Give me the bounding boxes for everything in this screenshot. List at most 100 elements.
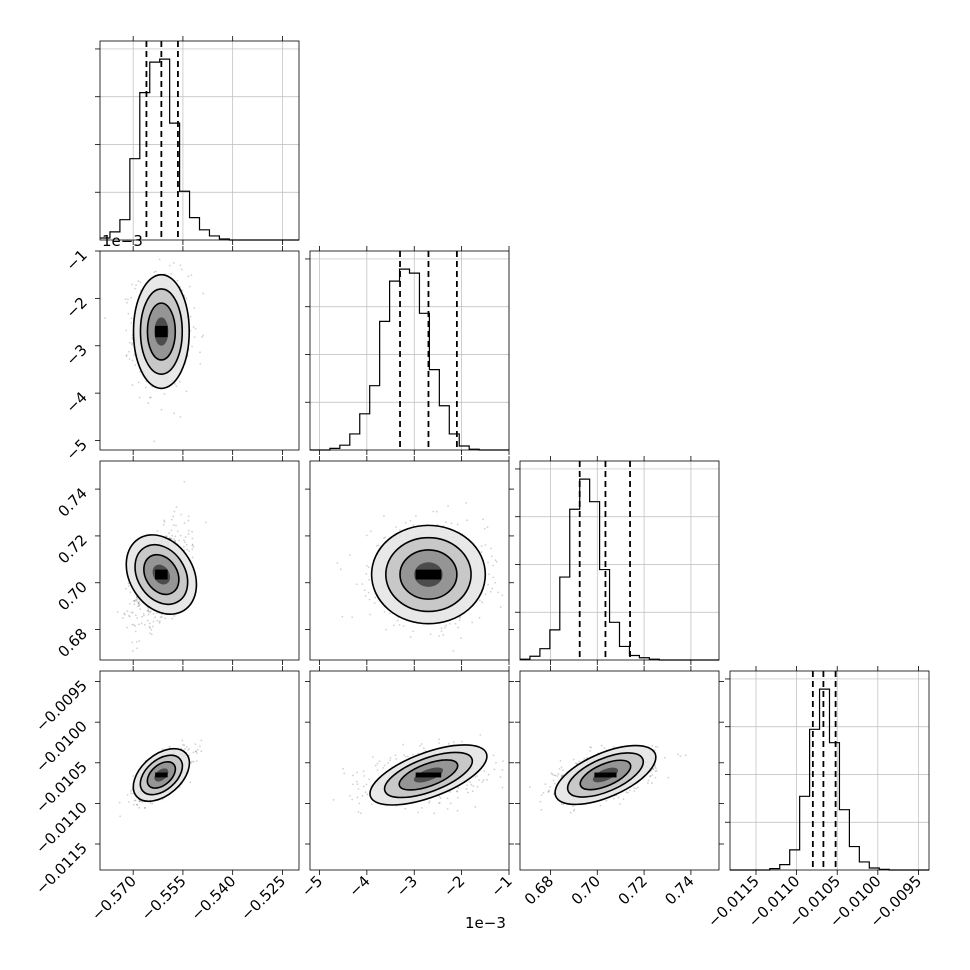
sample-point (192, 760, 195, 763)
sample-point (654, 745, 657, 748)
sample-point (369, 613, 371, 616)
sample-point (160, 408, 163, 411)
sample-point (147, 613, 150, 616)
sample-point (501, 594, 504, 597)
x-tick-label: −3 (393, 872, 421, 900)
sample-point (186, 548, 189, 551)
panel-content (332, 733, 504, 815)
sample-point (153, 271, 156, 274)
sample-point (156, 530, 159, 532)
sample-point (173, 538, 176, 541)
sample-point (355, 583, 358, 586)
sample-point (654, 770, 657, 773)
sample-point (553, 774, 555, 777)
sample-point (183, 539, 185, 542)
sample-point (173, 383, 176, 385)
sample-point (131, 623, 134, 626)
x-tick-label: −0.540 (188, 872, 240, 924)
sample-point (152, 620, 155, 623)
sample-point (131, 359, 134, 362)
sample-point (170, 272, 173, 275)
sample-point (162, 523, 165, 526)
sample-point (398, 623, 401, 626)
sample-point (456, 523, 459, 526)
sample-point (127, 585, 130, 587)
sample-point (440, 627, 443, 630)
sample-point (176, 530, 179, 533)
sample-point (365, 534, 368, 537)
sample-point (487, 773, 490, 776)
sample-point (456, 809, 459, 812)
sample-point (193, 336, 196, 339)
sample-point (133, 354, 136, 357)
contour-line (579, 759, 632, 791)
sample-point (387, 761, 389, 764)
sample-point (635, 787, 638, 790)
sample-point (487, 561, 489, 564)
sample-point (438, 795, 441, 798)
sample-point (481, 781, 484, 783)
sample-point (158, 621, 161, 624)
sample-point (132, 600, 135, 602)
sample-point (484, 593, 487, 596)
contour-line (146, 761, 177, 789)
sample-point (501, 768, 504, 771)
sample-point (149, 632, 151, 635)
sample-point (149, 396, 152, 399)
sample-point (361, 583, 364, 586)
sample-point (140, 622, 143, 625)
sample-point (548, 789, 551, 792)
contour-line (134, 544, 189, 606)
sample-point (359, 812, 362, 815)
sample-point (173, 412, 176, 415)
sample-point (127, 350, 130, 353)
hist-frame-1 (309, 250, 510, 451)
contour-line (139, 288, 184, 375)
sample-point (574, 762, 577, 765)
y-tick-label: −5 (62, 436, 90, 464)
sample-point (179, 534, 182, 537)
sample-point (339, 568, 342, 571)
sample-point (560, 803, 563, 805)
sample-point (195, 750, 198, 753)
sample-point (130, 611, 133, 614)
sample-point (649, 775, 652, 777)
sample-point (370, 803, 373, 805)
sample-point (677, 753, 679, 756)
sample-point (371, 755, 374, 758)
sample-point (147, 402, 150, 404)
sample-point (147, 610, 150, 613)
sample-point (143, 806, 146, 809)
density-peak (415, 772, 442, 778)
sample-point (376, 769, 379, 771)
sample-point (646, 782, 649, 784)
sample-point (486, 778, 488, 781)
sample-point (191, 544, 194, 547)
sample-point (562, 803, 565, 806)
sample-point (547, 791, 550, 793)
sample-point (149, 802, 152, 804)
histogram-3 (730, 688, 929, 871)
sample-point (147, 609, 150, 612)
scatter-panel-0-1 (104, 258, 205, 450)
sample-point (652, 768, 655, 771)
sample-point (495, 761, 497, 764)
contour-line (399, 549, 458, 600)
scatter-panel-0-3 (118, 739, 203, 818)
sample-point (158, 620, 161, 623)
sample-point (202, 292, 205, 295)
ticks-0-0 (132, 36, 283, 245)
sample-point (361, 795, 364, 797)
sample-point (133, 799, 136, 802)
sample-point (382, 766, 385, 769)
sample-point (126, 301, 128, 304)
y-tick-label: −2 (62, 293, 90, 321)
sample-point (366, 793, 369, 796)
x-tick-label: 0.74 (661, 872, 697, 908)
sample-point (163, 519, 165, 522)
sample-point (599, 804, 602, 807)
sample-point (138, 640, 141, 642)
sample-point (562, 769, 564, 772)
sample-point (130, 296, 132, 299)
sample-point (191, 760, 193, 763)
